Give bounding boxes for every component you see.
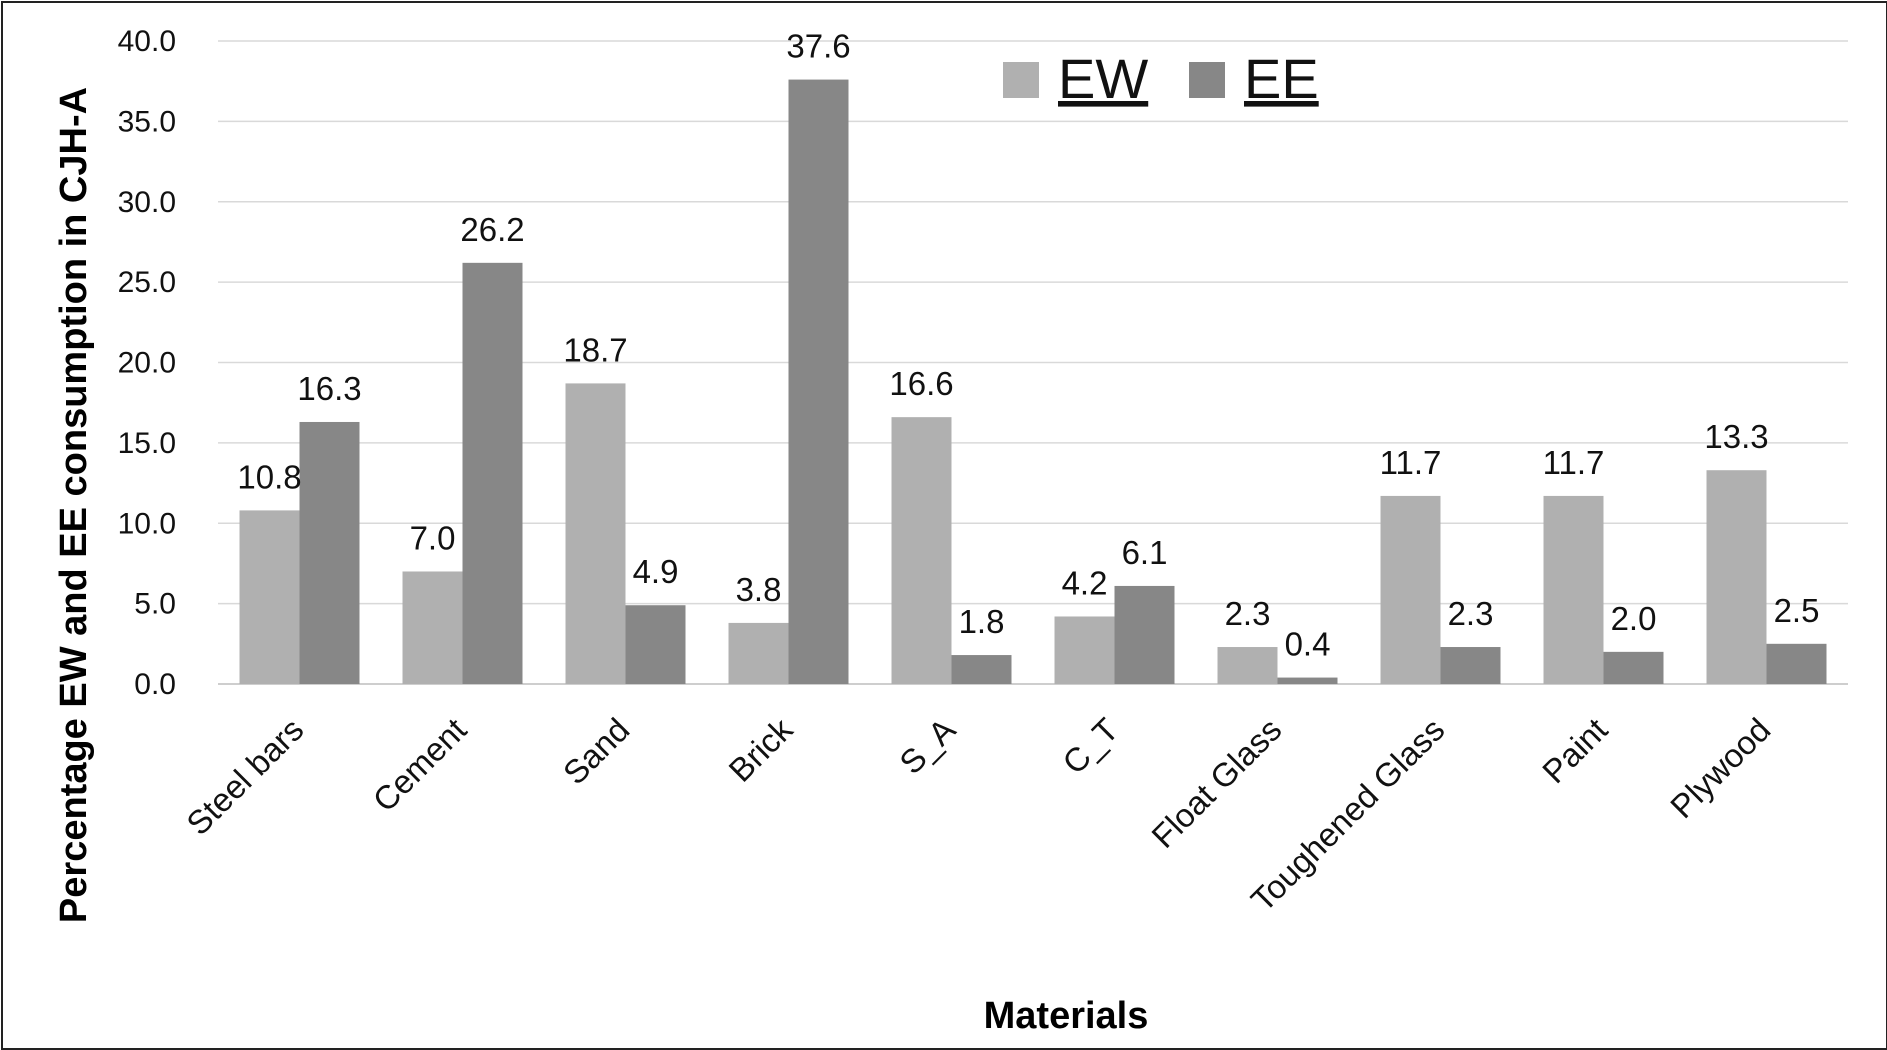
legend-swatch-ee [1189, 62, 1225, 98]
data-label-ee: 26.2 [460, 211, 524, 248]
data-label-ew: 16.6 [889, 365, 953, 402]
data-label-ee: 6.1 [1122, 534, 1168, 571]
data-label-ew: 3.8 [736, 571, 782, 608]
bar-ew [1543, 495, 1604, 684]
data-labels: 10.8 7.0 18.7 3.8 16.6 4.2 2.3 11.7 11.7 13.3 16.3… [237, 28, 1819, 663]
bar-ew [1054, 616, 1115, 684]
data-label-ew: 4.2 [1062, 564, 1108, 601]
x-axis-title: Materials [984, 995, 1149, 1037]
data-label-ew: 18.7 [563, 331, 627, 368]
y-tick-label: 30.0 [118, 186, 176, 219]
x-tick-label: Brick [721, 710, 799, 788]
data-label-ee: 2.5 [1774, 592, 1820, 629]
bar-ee [625, 605, 686, 684]
bar-ew [728, 622, 789, 684]
data-label-ew: 11.7 [1380, 444, 1442, 481]
legend-label-ee: EE [1244, 47, 1319, 110]
x-tick-label: Cement [366, 711, 474, 819]
bar-ew [239, 510, 300, 684]
y-tick-label: 15.0 [118, 427, 176, 460]
data-label-ew: 13.3 [1704, 418, 1768, 455]
bar-ee [299, 421, 360, 684]
data-label-ee: 0.4 [1285, 626, 1331, 663]
y-axis-title: Percentage EW and EE consumption in CJH-… [53, 87, 95, 923]
y-tick-label: 20.0 [118, 347, 176, 380]
x-axis-ticks: Steel bars Cement Sand Brick S_A C_T Float Gla… [179, 710, 1777, 918]
y-tick-label: 10.0 [118, 507, 176, 540]
bar-ew [402, 571, 463, 684]
bar-ee [1603, 651, 1664, 684]
x-tick-label: Sand [556, 711, 637, 792]
x-tick-label: C_T [1055, 711, 1125, 781]
data-label-ee: 1.8 [959, 603, 1005, 640]
bar-ew [891, 417, 952, 684]
data-label-ew: 11.7 [1543, 444, 1605, 481]
bar-ee [1440, 647, 1501, 684]
bar-ee [1114, 585, 1175, 684]
data-label-ee: 37.6 [786, 28, 850, 65]
data-label-ee: 16.3 [297, 370, 361, 407]
y-tick-label: 25.0 [118, 266, 176, 299]
legend: EW EE [1003, 47, 1319, 110]
data-label-ew: 10.8 [237, 458, 301, 495]
y-axis-ticks: 0.0 5.0 10.0 15.0 20.0 25.0 30.0 35.0 40.0 [118, 25, 176, 701]
data-label-ee: 2.0 [1611, 600, 1657, 637]
data-label-ee: 4.9 [633, 553, 679, 590]
bar-ee [462, 262, 523, 684]
x-tick-label: S_A [892, 711, 962, 781]
bar-ee [788, 79, 849, 684]
x-tick-label: Plywood [1663, 711, 1777, 825]
x-tick-label: Paint [1535, 711, 1614, 790]
y-tick-label: 35.0 [118, 105, 176, 138]
x-tick-label: Float Glass [1144, 711, 1288, 855]
bars [239, 79, 1827, 684]
legend-swatch-ew [1003, 62, 1039, 98]
y-tick-label: 5.0 [134, 588, 176, 621]
bar-ee [1766, 643, 1827, 684]
x-tick-label: Steel bars [179, 711, 310, 842]
data-label-ee: 2.3 [1448, 595, 1494, 632]
bar-ee [951, 655, 1012, 684]
bar-ew [1217, 647, 1278, 684]
legend-label-ew: EW [1058, 47, 1148, 110]
bar-ew [1706, 470, 1767, 684]
bar-ew [1380, 495, 1441, 684]
data-label-ew: 2.3 [1225, 595, 1271, 632]
bar-ee [1277, 677, 1338, 684]
y-tick-label: 40.0 [118, 25, 176, 58]
y-tick-label: 0.0 [134, 668, 176, 701]
data-label-ew: 7.0 [410, 519, 456, 556]
bar-ew [565, 383, 626, 684]
